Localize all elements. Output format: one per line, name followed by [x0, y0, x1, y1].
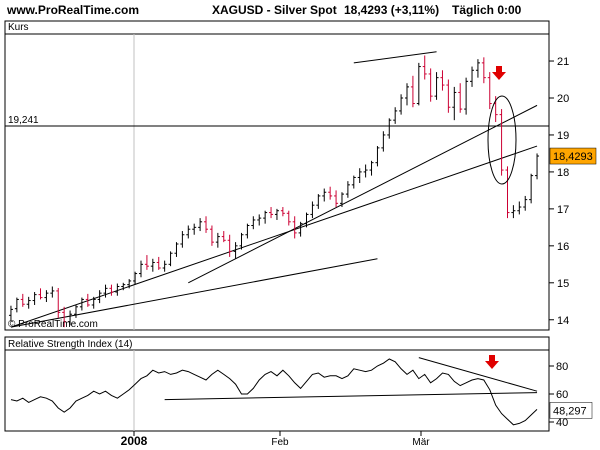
price-y-tick-label: 16: [557, 241, 569, 253]
price-y-tick-label: 14: [557, 315, 569, 327]
rsi-last-value-box: [549, 402, 593, 419]
last-price-tag: 18,4293: [549, 147, 597, 165]
rsi-trendline: [418, 357, 538, 392]
site-url[interactable]: www.ProRealTime.com: [6, 3, 139, 17]
quote-value: 18,4293 (+3,11%): [344, 3, 439, 17]
rsi-y-tick-label: 40: [556, 417, 568, 429]
price-y-tick-label: 17: [557, 204, 569, 216]
last-price-tag-box: [549, 147, 597, 165]
last-price-tag-label: 18,4293: [553, 151, 593, 163]
candlestick-series: [8, 55, 540, 328]
x-label-2008: 2008: [121, 434, 148, 448]
down-arrow-icon: [492, 66, 506, 80]
reference-line-label: 19,241: [8, 115, 39, 126]
rsi-last-value-tag: 48,297: [549, 402, 593, 419]
price-annotations: [487, 66, 517, 185]
rsi-line: [10, 358, 538, 426]
x-label-mar: Mär: [412, 437, 430, 448]
trendlines: [10, 51, 538, 328]
price-y-tick-label: 18: [557, 167, 569, 179]
trendline: [10, 258, 378, 328]
price-y-tick-label: 20: [557, 93, 569, 105]
period-label: Täglich 0:00: [452, 3, 522, 17]
highlight-ellipse: [487, 95, 517, 185]
x-axis: 2008 Feb Mär: [121, 431, 430, 448]
price-y-axis: 14 15 16 17 18 19 20 21: [549, 56, 569, 327]
rsi-panel-title: Relative Strength Index (14): [8, 339, 133, 350]
trendline: [10, 145, 538, 328]
rsi-y-tick-label: 80: [556, 361, 568, 373]
rsi-last-value-label: 48,297: [553, 405, 587, 417]
price-y-tick-label: 21: [557, 56, 569, 68]
rsi-down-arrow-icon: [485, 355, 499, 369]
price-panel-title: Kurs: [8, 22, 29, 33]
trendline: [188, 104, 538, 284]
symbol-name: XAGUSD - Silver Spot: [212, 3, 337, 17]
price-y-tick-label: 19: [557, 130, 569, 142]
watermark: © ProRealTime.com: [8, 319, 98, 330]
price-y-tick-label: 15: [557, 278, 569, 290]
x-label-feb: Feb: [271, 437, 289, 448]
rsi-series: [10, 357, 538, 426]
rsi-y-axis: 40 60 80: [549, 361, 568, 429]
rsi-trendline: [164, 392, 538, 401]
rsi-annotations: [485, 355, 499, 369]
price-panel: [4, 20, 550, 331]
rsi-panel: [4, 336, 550, 432]
rsi-y-tick-label: 60: [556, 389, 568, 401]
trendline: [353, 51, 437, 64]
